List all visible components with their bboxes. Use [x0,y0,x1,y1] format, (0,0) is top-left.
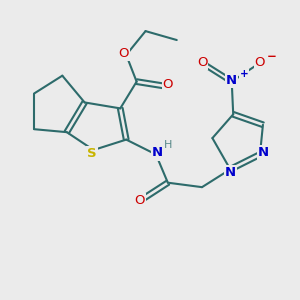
Text: N: N [225,167,236,179]
Text: N: N [258,146,269,160]
Text: +: + [240,69,249,79]
Text: H: H [164,140,172,150]
Text: O: O [163,78,173,91]
Text: −: − [267,50,277,63]
Text: O: O [118,47,128,60]
Text: N: N [226,74,237,87]
Text: N: N [152,146,163,160]
Text: O: O [255,56,265,69]
Text: O: O [197,56,207,69]
Text: S: S [87,147,97,160]
Text: O: O [134,194,145,207]
